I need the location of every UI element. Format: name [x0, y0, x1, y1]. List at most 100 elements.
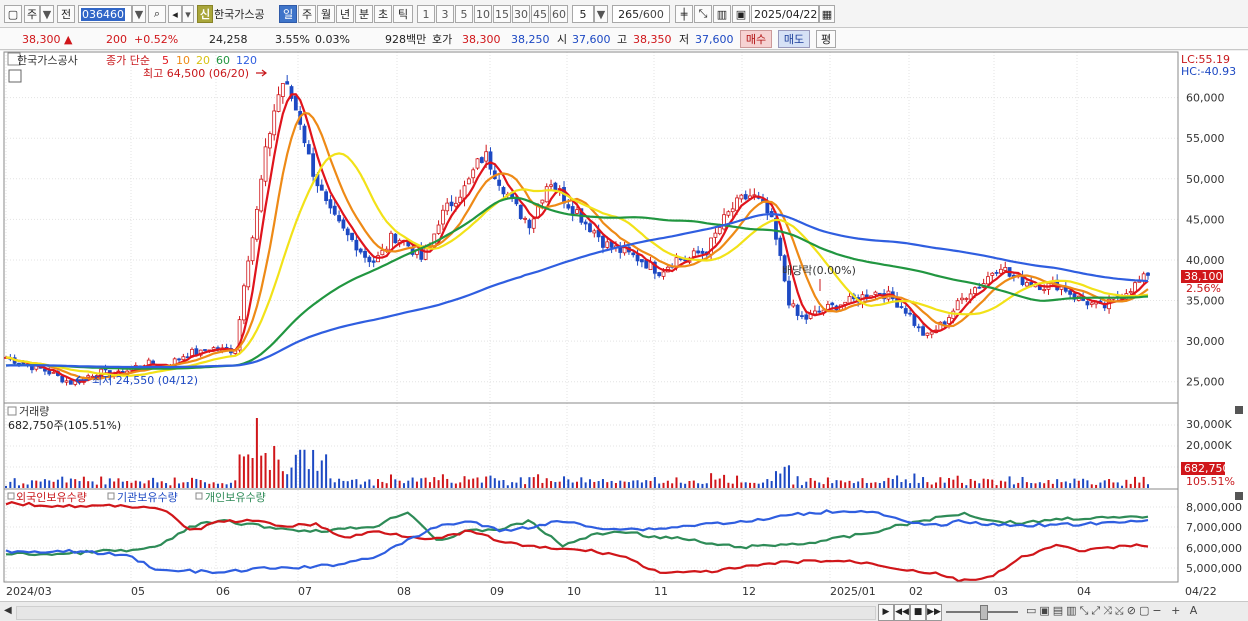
stock-code-input[interactable]: 036460 — [78, 5, 132, 23]
volume-bar — [792, 484, 795, 488]
tab-tick[interactable]: 틱 — [393, 5, 413, 23]
tab-week[interactable]: 주 — [298, 5, 316, 23]
volume-bar — [576, 481, 578, 488]
tab-day[interactable]: 일 — [279, 5, 297, 23]
data-count-input[interactable]: 265/600 — [612, 5, 670, 23]
candle-body — [657, 272, 662, 277]
interval-button-3[interactable]: 3 — [436, 5, 454, 23]
sell-button[interactable]: 매도 — [778, 30, 810, 48]
volume-bar — [736, 475, 739, 488]
scroll-left-icon[interactable]: ◀ — [4, 605, 12, 616]
quote-label: 호가 — [432, 31, 452, 47]
save-icon[interactable]: ▣ — [732, 5, 750, 23]
play-icon[interactable]: ▶ — [878, 604, 894, 621]
horizontal-scrollbar[interactable] — [16, 606, 876, 620]
volume-bar — [550, 481, 553, 488]
stock-chart[interactable]: 한국가스공사 종가 단순 5 10 20 60 120 최고 64,500 (0… — [0, 51, 1248, 601]
tab-year[interactable]: 년 — [336, 5, 354, 23]
trend-line-icon[interactable]: ⤡ — [694, 5, 712, 23]
calendar-icon[interactable]: ▦ — [819, 5, 835, 23]
candle-body — [787, 280, 791, 306]
drawing-tools-icons[interactable]: ▭▣▤▥⤡⤢⤨⤩⊘▢− + A — [1026, 604, 1201, 617]
candle-body — [267, 133, 272, 149]
volume-bar — [385, 483, 388, 488]
interval-button-60[interactable]: 60 — [550, 5, 568, 23]
volume-bar — [1012, 484, 1015, 488]
stock-code-value: 036460 — [81, 7, 125, 21]
prev-stock-dropdown-icon[interactable]: ▾ — [182, 5, 194, 23]
volume-bar — [173, 477, 176, 488]
volume-menu-icon[interactable] — [7, 406, 17, 416]
interval-dropdown-icon[interactable]: ▼ — [594, 5, 608, 23]
volume-bar — [1129, 483, 1132, 488]
candle-body — [68, 380, 73, 385]
volume-bar — [723, 474, 726, 488]
volume-tag — [1181, 462, 1225, 475]
candle-body — [324, 191, 329, 202]
volume-bar — [1060, 482, 1063, 488]
code-dropdown-icon[interactable]: ▼ — [132, 5, 146, 23]
volume-panel-value: 682,750주(105.51%) — [8, 419, 121, 432]
candle-body — [644, 259, 649, 269]
candle-body — [445, 202, 450, 212]
volume-bar — [558, 481, 561, 488]
panel-menu-icon[interactable] — [7, 52, 21, 66]
tab-month[interactable]: 월 — [317, 5, 335, 23]
tab-minute[interactable]: 분 — [355, 5, 373, 23]
volume-bar — [697, 483, 700, 488]
volume-panel-title: 거래량 — [19, 405, 49, 418]
candle-body — [700, 250, 705, 254]
candle-body — [873, 291, 878, 295]
tab-second[interactable]: 초 — [374, 5, 392, 23]
period-type-select[interactable]: 주 — [24, 5, 40, 23]
window-menu-icon[interactable]: ▢ — [4, 5, 22, 23]
evaluation-button[interactable]: 평 — [816, 30, 836, 48]
indicator-icon[interactable]: ▥ — [713, 5, 731, 23]
stock-name: 한국가스공 — [214, 5, 276, 23]
volume-close-icon[interactable] — [1235, 406, 1243, 414]
buy-button[interactable]: 매수 — [740, 30, 772, 48]
candle-body — [739, 194, 744, 200]
speaker-icon[interactable]: ◂ — [168, 5, 182, 23]
candle-body — [531, 218, 536, 229]
volume-bar — [290, 467, 293, 488]
interval-button-1[interactable]: 1 — [417, 5, 435, 23]
holding-close-icon[interactable] — [1235, 492, 1243, 500]
data-table-icon[interactable] — [8, 69, 22, 83]
candle-type-icon[interactable]: ╪ — [675, 5, 693, 23]
interval-button-15[interactable]: 15 — [493, 5, 511, 23]
candle-body — [272, 110, 277, 136]
rewind-icon[interactable]: ◀◀ — [894, 604, 910, 621]
interval-button-45[interactable]: 45 — [531, 5, 549, 23]
search-icon[interactable]: ⌕ — [148, 5, 166, 23]
chart-area[interactable]: 한국가스공사 종가 단순 5 10 20 60 120 최고 64,500 (0… — [0, 51, 1248, 601]
fast-forward-icon[interactable]: ▶▶ — [926, 604, 942, 621]
volume-bar — [398, 480, 401, 488]
candle-body — [466, 178, 471, 185]
volume-bar — [13, 478, 16, 488]
volume-bar — [255, 418, 258, 488]
new-listing-badge[interactable]: 신 — [197, 5, 213, 23]
volume-bar — [744, 482, 747, 488]
interval-button-5[interactable]: 5 — [455, 5, 473, 23]
zoom-slider-thumb[interactable] — [980, 605, 988, 620]
volume-bar — [571, 482, 574, 488]
period-type-dropdown-icon[interactable]: ▼ — [40, 5, 54, 23]
candle-body — [994, 272, 999, 274]
volume-bar — [567, 479, 570, 488]
volume-bar — [787, 465, 790, 488]
date-input[interactable]: 2025/04/22 — [751, 5, 819, 23]
candle-body — [311, 153, 316, 177]
volume-bar — [770, 481, 773, 488]
volume-bar — [35, 480, 38, 488]
volume-bar — [710, 473, 713, 488]
interval-button-30[interactable]: 30 — [512, 5, 530, 23]
candle-body — [518, 204, 523, 220]
candle-body — [717, 227, 722, 235]
interval-input[interactable]: 5 — [572, 5, 594, 23]
stop-icon[interactable]: ■ — [910, 604, 926, 621]
period-mode-button[interactable]: 전 — [57, 5, 75, 23]
interval-button-10[interactable]: 10 — [474, 5, 492, 23]
volume-bar — [935, 482, 938, 488]
holding-menu-icon[interactable] — [7, 492, 15, 500]
